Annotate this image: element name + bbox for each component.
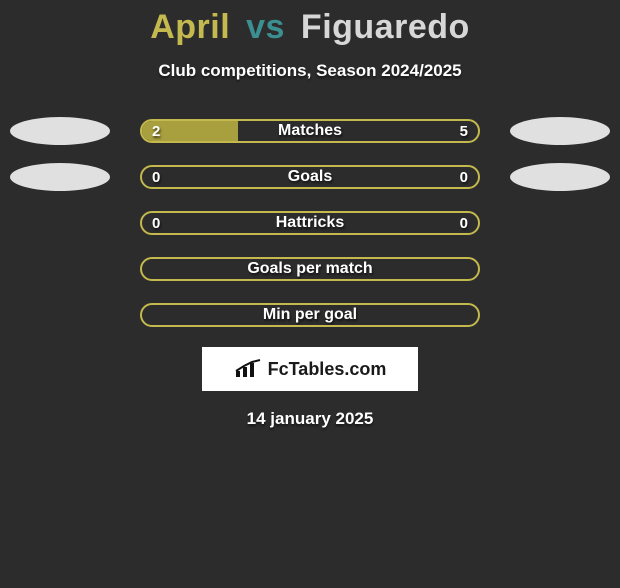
stat-row: 25Matches: [0, 117, 620, 145]
stat-bar: 00Goals: [140, 165, 480, 189]
stat-label: Goals per match: [142, 259, 478, 279]
stat-label: Matches: [142, 121, 478, 141]
stat-bar: 00Hattricks: [140, 211, 480, 235]
stat-bar: 25Matches: [140, 119, 480, 143]
fctables-logo-icon: [234, 359, 262, 379]
player1-badge: [10, 163, 110, 191]
snapshot-date: 14 january 2025: [0, 409, 620, 429]
player2-name: Figuaredo: [301, 8, 470, 46]
comparison-title: April vs Figuaredo: [0, 8, 620, 47]
stat-label: Hattricks: [142, 213, 478, 233]
stat-row: 00Hattricks: [0, 209, 620, 237]
vs-text: vs: [246, 8, 285, 46]
stat-row: Min per goal: [0, 301, 620, 329]
stat-label: Goals: [142, 167, 478, 187]
fctables-logo[interactable]: FcTables.com: [202, 347, 418, 391]
fctables-logo-text: FcTables.com: [268, 359, 387, 380]
player2-badge: [510, 117, 610, 145]
stat-bar: Goals per match: [140, 257, 480, 281]
stat-row: 00Goals: [0, 163, 620, 191]
stat-label: Min per goal: [142, 305, 478, 325]
stat-rows: 25Matches 00Goals 00Hattricks Goals per mat…: [0, 117, 620, 329]
stat-row: Goals per match: [0, 255, 620, 283]
player1-name: April: [150, 8, 230, 46]
player2-badge: [510, 163, 610, 191]
competition-subtitle: Club competitions, Season 2024/2025: [0, 61, 620, 81]
player1-badge: [10, 117, 110, 145]
stat-bar: Min per goal: [140, 303, 480, 327]
